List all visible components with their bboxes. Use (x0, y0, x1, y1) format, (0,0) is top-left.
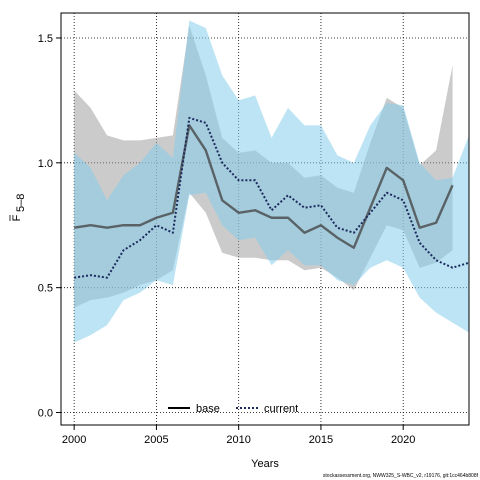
legend-base-label: base (196, 403, 220, 415)
x-tick-label: 2000 (62, 434, 86, 446)
line-current (74, 116, 470, 279)
y-tick-label: 0.5 (38, 283, 53, 295)
x-tick-label: 2005 (144, 434, 168, 446)
plot-frame (60, 12, 470, 426)
y-tick-label: 1.5 (38, 33, 53, 45)
x-tick-label: 2020 (391, 434, 415, 446)
line-base (73, 124, 454, 249)
y-tick-label: 1.0 (38, 158, 53, 170)
y-tick-label: 0.0 (38, 408, 53, 420)
x-tick-label: 2010 (226, 434, 250, 446)
y-axis-title-symbol: F (11, 214, 23, 221)
x-tick-label: 2015 (309, 434, 333, 446)
footer-text: stockassessment.org, NWW325_S-WBC_v2, r1… (323, 473, 479, 479)
x-axis-title: Years (251, 458, 279, 470)
legend: base current (168, 403, 298, 415)
band-current (74, 20, 470, 343)
y-axis-title: F 5–8 (9, 194, 27, 221)
y-axis: 0.0 0.5 1.0 1.5 (38, 33, 61, 420)
series-lines (73, 116, 470, 279)
x-axis: 2000 2005 2010 2015 2020 (62, 425, 415, 446)
y-axis-title-subscript: 5–8 (15, 194, 27, 212)
legend-current-label: current (264, 403, 298, 415)
